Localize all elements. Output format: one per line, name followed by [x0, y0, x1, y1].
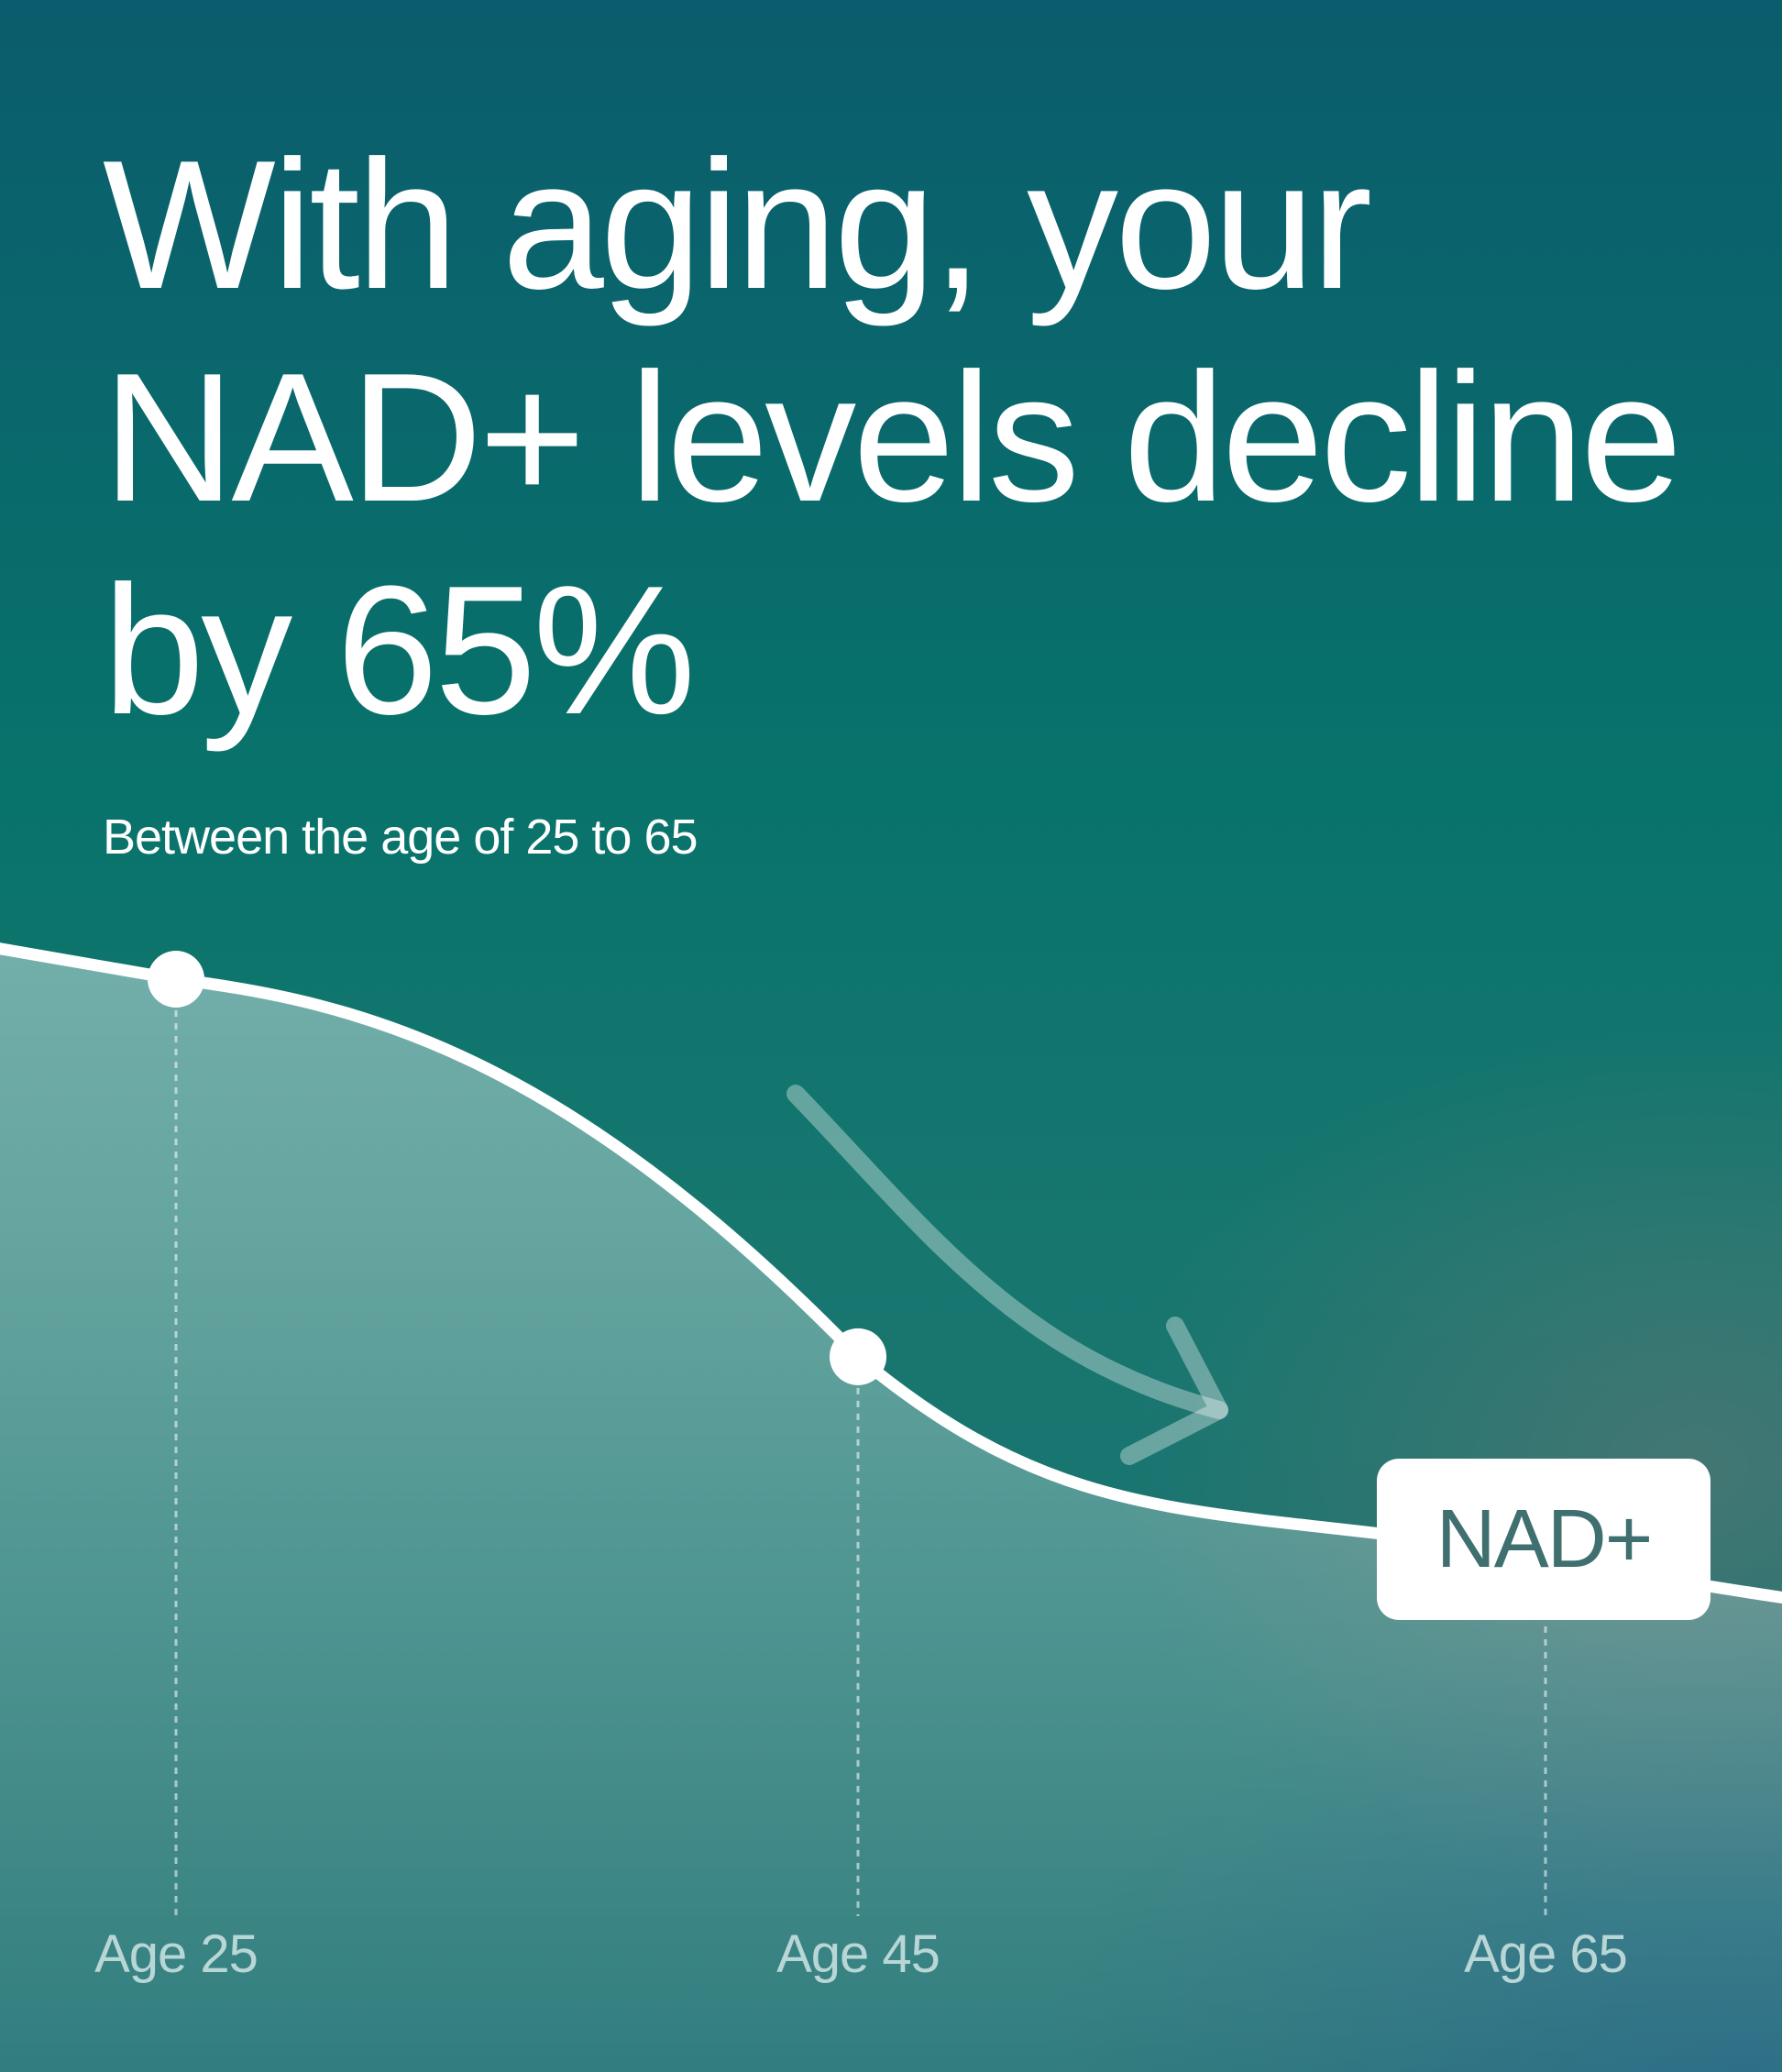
data-point — [830, 1328, 886, 1385]
subtitle: Between the age of 25 to 65 — [103, 810, 698, 865]
data-point — [148, 951, 204, 1008]
headline: With aging, your NAD+ levels decline by … — [103, 119, 1716, 757]
nad-badge: NAD+ — [1377, 1459, 1710, 1620]
headline-line-1: With aging, your — [103, 123, 1372, 327]
headline-line-3: by 65% — [103, 548, 696, 753]
trend-arrow-head-icon — [1120, 1317, 1228, 1465]
headline-line-2: NAD+ levels decline — [103, 336, 1682, 540]
x-tick-label: Age 25 — [94, 1924, 258, 1984]
x-tick-label: Age 45 — [776, 1924, 940, 1984]
area-fill — [0, 948, 1782, 2072]
x-tick-label: Age 65 — [1464, 1924, 1628, 1984]
trend-arrow-icon — [786, 1085, 1228, 1419]
